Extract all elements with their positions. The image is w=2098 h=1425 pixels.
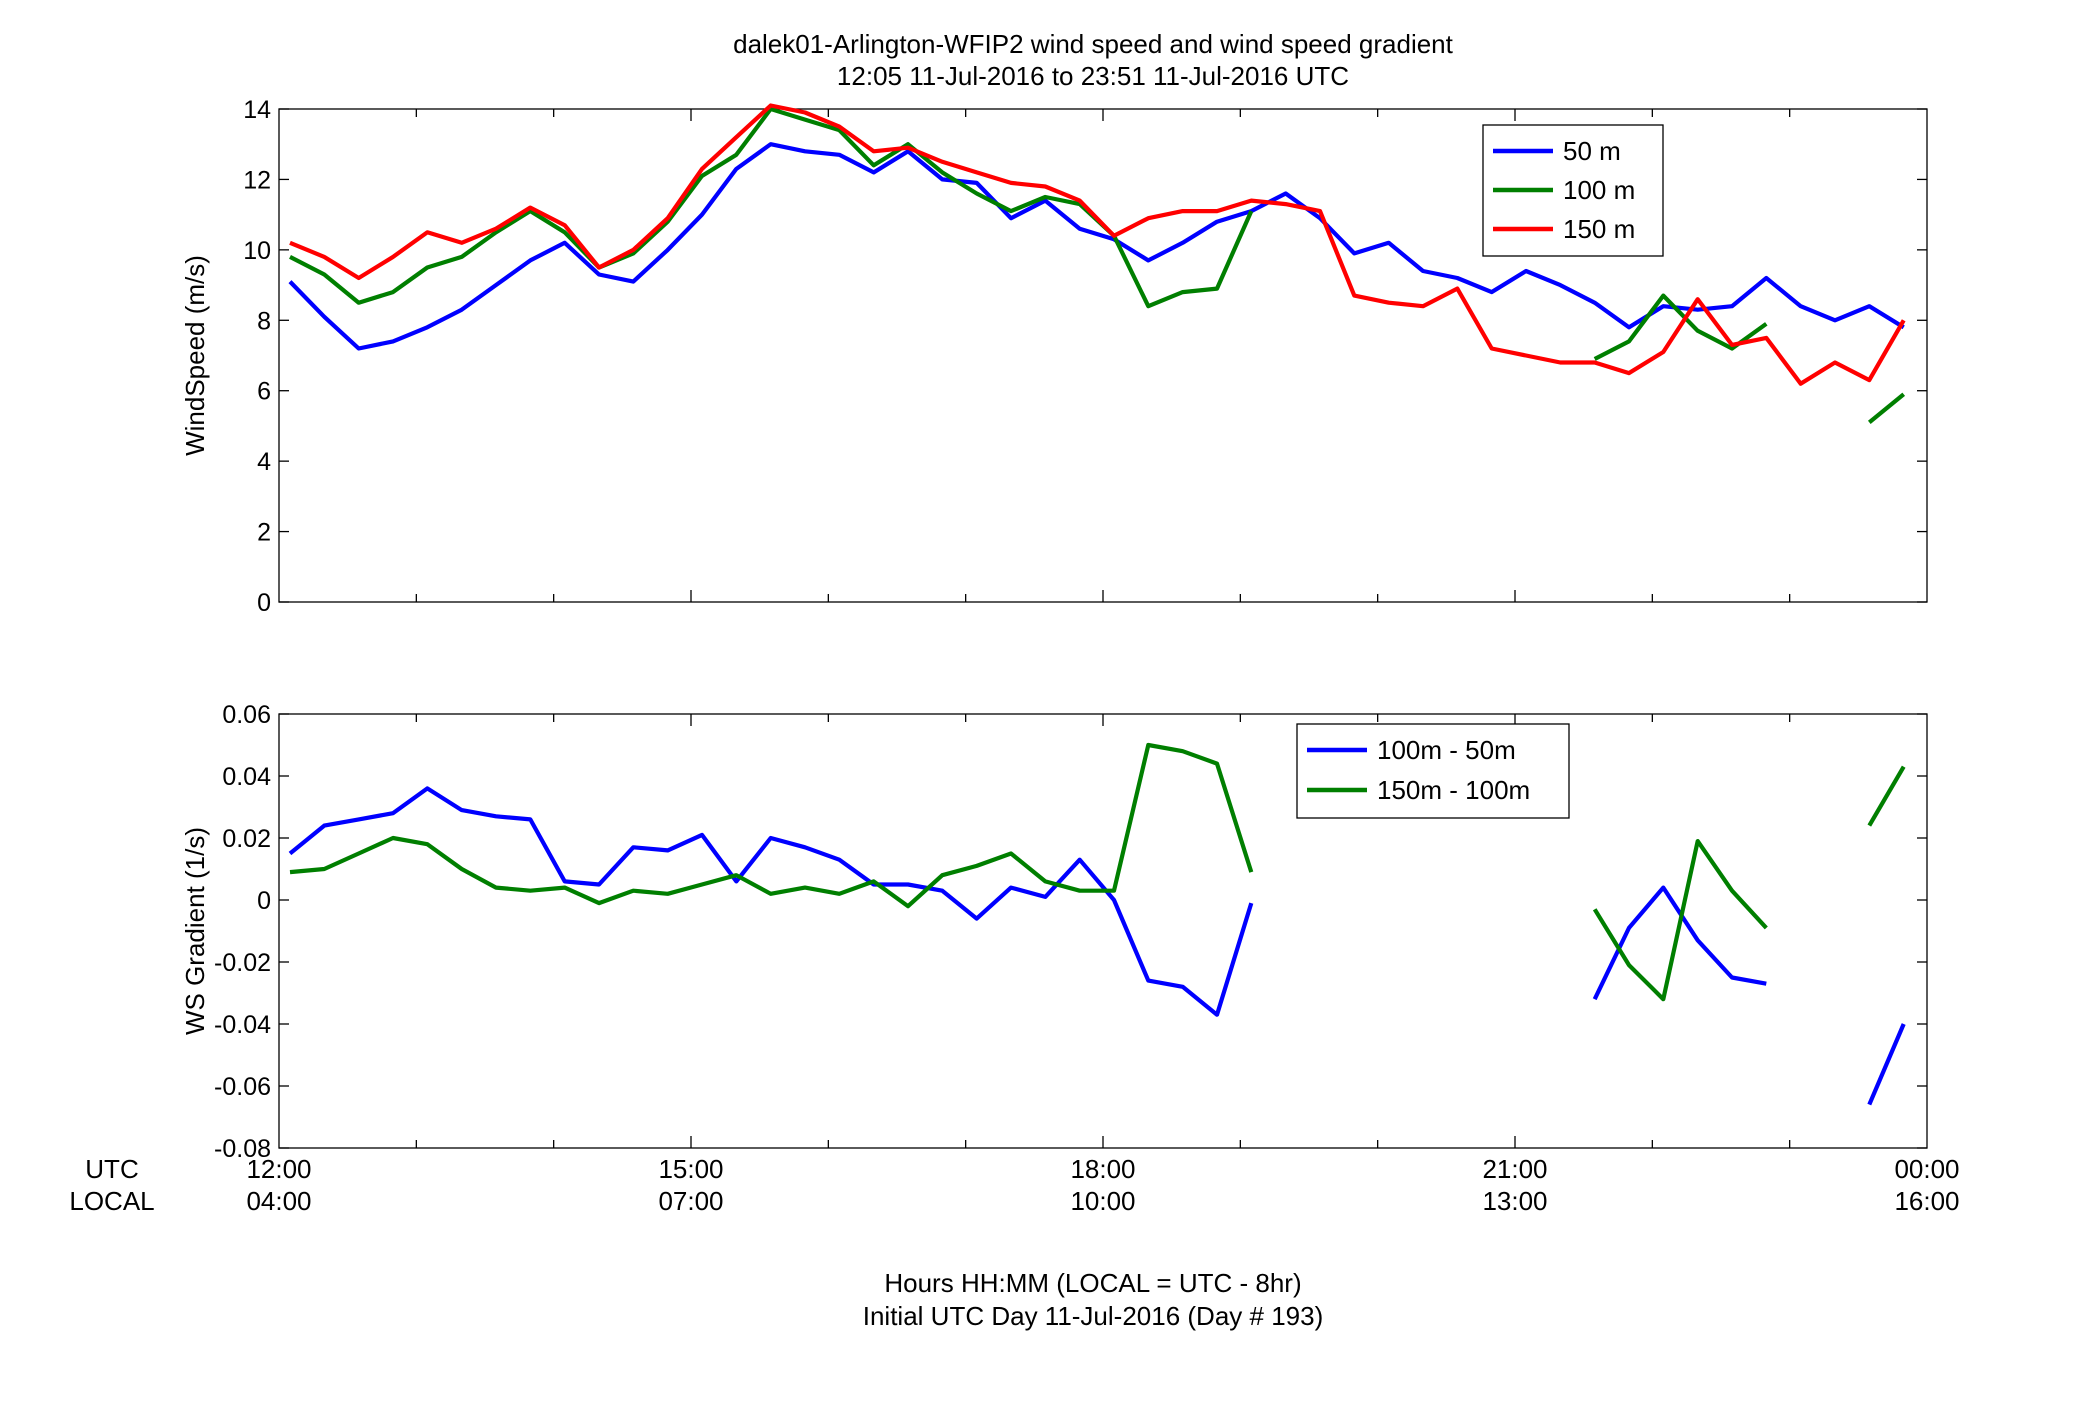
grad-y-tick-label: -0.04 xyxy=(214,1011,271,1039)
ws-axes-box xyxy=(278,108,1928,603)
x-tick-label-utc: 18:00 xyxy=(1070,1154,1135,1184)
ws-legend-label: 50 m xyxy=(1563,136,1621,166)
ws-series-150-m-line xyxy=(289,103,1906,386)
grad-y-axis-label: WS Gradient (1/s) xyxy=(180,827,210,1035)
x-tick-label-local: 07:00 xyxy=(658,1186,723,1216)
ws-y-tick-label: 2 xyxy=(257,519,271,547)
grad-series-150m-100m-line xyxy=(1867,765,1906,827)
ws-series-50-m-line xyxy=(288,142,1905,351)
x-tick-label-local: 10:00 xyxy=(1070,1186,1135,1216)
x-tick-label-local: 04:00 xyxy=(246,1186,311,1216)
grad-series-150m-100m-line xyxy=(1592,838,1768,1002)
ws-y-tick-label: 0 xyxy=(257,589,271,617)
grad-series-150m-100m-line xyxy=(289,742,1254,909)
ws-y-tick-label: 8 xyxy=(257,307,271,335)
ws-y-tick-label: 6 xyxy=(257,378,271,406)
grad-y-tick-label: -0.06 xyxy=(214,1073,271,1101)
ws-legend: 50 m 100 m 150 m xyxy=(1482,124,1664,257)
utc-row-label: UTC xyxy=(85,1154,138,1184)
figure-title-line1: dalek01-Arlington-WFIP2 wind speed and w… xyxy=(733,29,1454,59)
figure-title-line2: 12:05 11-Jul-2016 to 23:51 11-Jul-2016 U… xyxy=(837,61,1349,91)
ws-y-tick-label: 12 xyxy=(243,166,271,194)
grad-series-100m-50m-line xyxy=(1867,1023,1906,1106)
x-axis-label-line1: Hours HH:MM (LOCAL = UTC - 8hr) xyxy=(884,1268,1301,1298)
x-axis-label-line2: Initial UTC Day 11-Jul-2016 (Day # 193) xyxy=(863,1301,1323,1331)
x-tick-label-utc: 12:00 xyxy=(246,1154,311,1184)
ws-legend-label: 150 m xyxy=(1563,214,1635,244)
windspeed-panel: 0 2 4 6 8 10 12 14 WindSpeed (m/s) 50 m 100 m 150 m xyxy=(180,96,1928,617)
grad-legend: 100m - 50m 150m - 100m xyxy=(1296,723,1570,819)
x-tick-label-local: 13:00 xyxy=(1482,1186,1547,1216)
grad-y-tick-label: -0.08 xyxy=(214,1135,271,1163)
grad-axes-box xyxy=(278,713,1928,1149)
ws-series-100-m-line xyxy=(1867,392,1906,425)
grad-y-tick-label: -0.02 xyxy=(214,949,271,977)
ws-y-tick-label: 4 xyxy=(257,448,271,476)
grad-y-tick-label: 0.02 xyxy=(222,825,271,853)
grad-legend-label: 150m - 100m xyxy=(1377,775,1530,805)
grad-series-100m-50m-line xyxy=(288,786,1254,1017)
ws-y-tick-label: 14 xyxy=(243,96,271,124)
x-tick-label-utc: 00:00 xyxy=(1894,1154,1959,1184)
gradient-panel: -0.08 -0.06 -0.04 -0.02 0 0.02 0.04 0.06 12:0004… xyxy=(180,701,1960,1216)
grad-y-tick-label: 0.04 xyxy=(222,763,271,791)
local-row-label: LOCAL xyxy=(69,1186,154,1216)
grad-y-tick-label: 0 xyxy=(257,887,271,915)
x-tick-label-local: 16:00 xyxy=(1894,1186,1959,1216)
ws-legend-label: 100 m xyxy=(1563,175,1635,205)
x-tick-label-utc: 15:00 xyxy=(658,1154,723,1184)
grad-legend-box xyxy=(1296,723,1570,819)
x-tick-label-utc: 21:00 xyxy=(1482,1154,1547,1184)
grad-y-tick-label: 0.06 xyxy=(222,701,271,729)
ws-y-axis-label: WindSpeed (m/s) xyxy=(180,255,210,456)
grad-legend-label: 100m - 50m xyxy=(1377,735,1516,765)
ws-y-tick-label: 10 xyxy=(243,237,271,265)
